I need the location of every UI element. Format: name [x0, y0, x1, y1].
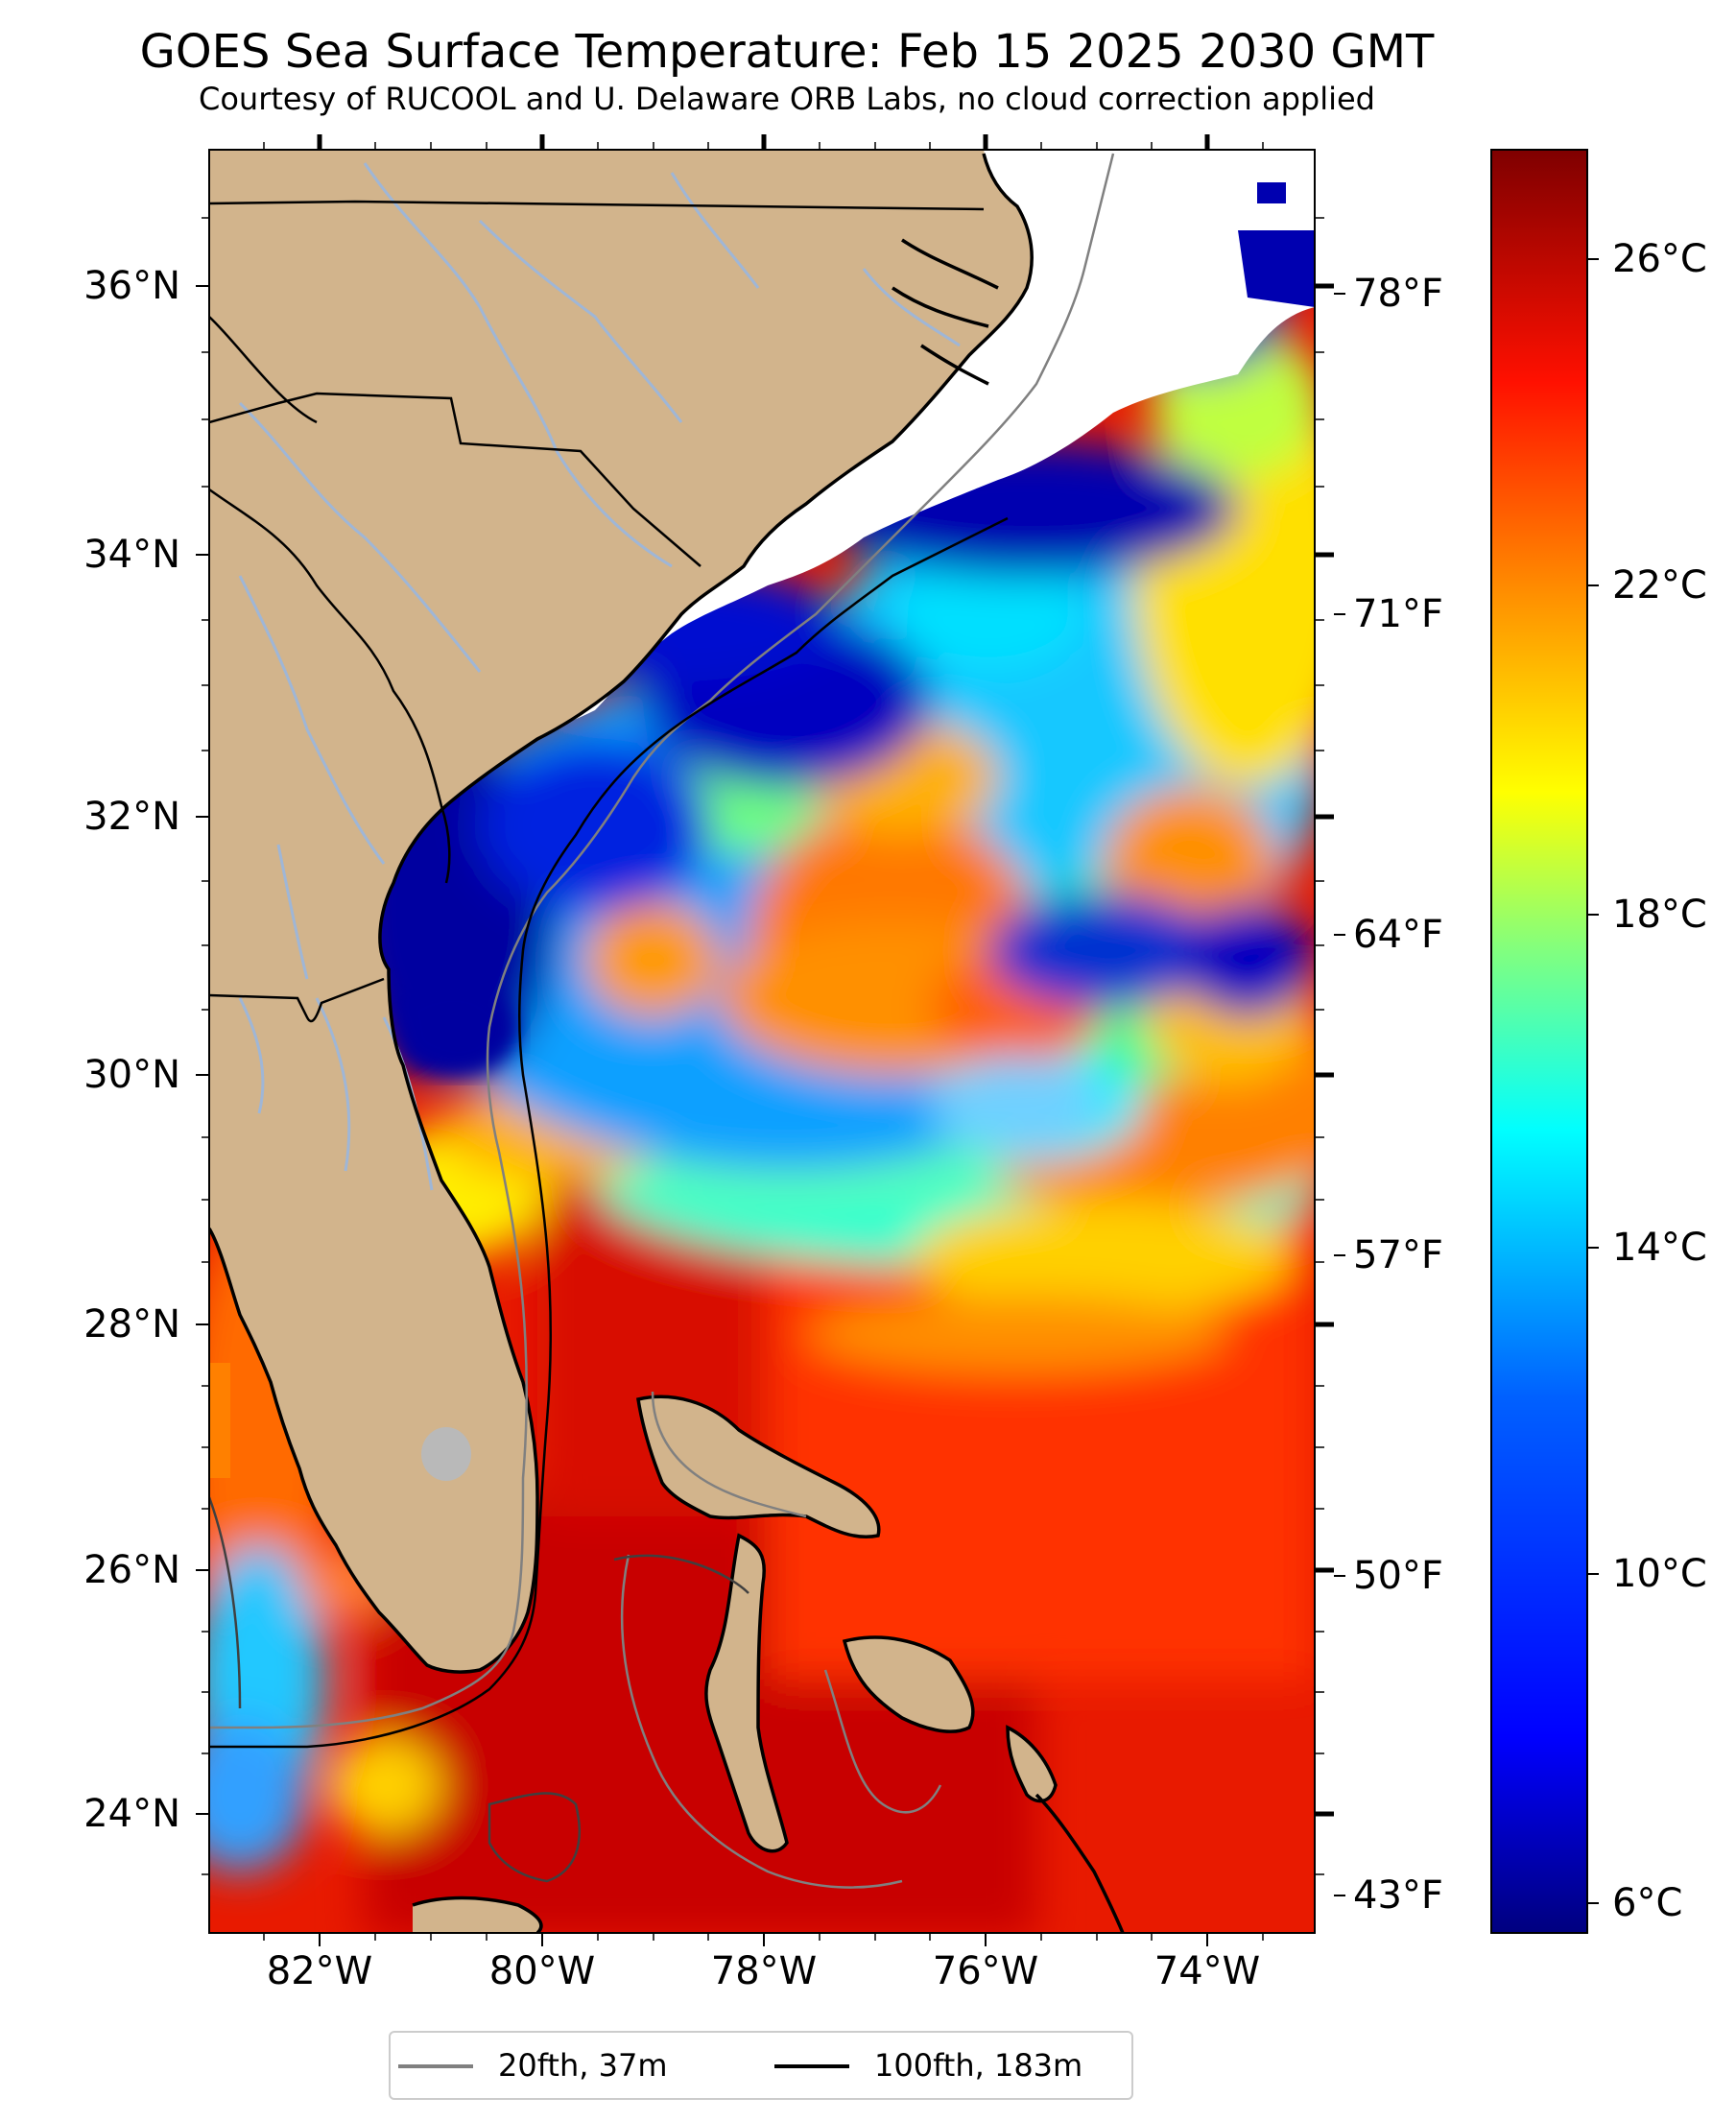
degf-label-71: 71°F	[1353, 592, 1443, 636]
lat-label-34n: 34°N	[83, 533, 180, 577]
axis-ticks	[196, 134, 1345, 1946]
lon-label-80w: 80°W	[488, 1949, 596, 1993]
colorbar-label-14c: 14°C	[1612, 1226, 1707, 1270]
colorbar-label-10c: 10°C	[1612, 1552, 1707, 1596]
isobath-20fth	[209, 153, 1115, 1729]
colorbar-label-26c: 26°C	[1612, 237, 1707, 281]
legend-line-gray	[398, 2064, 473, 2068]
lat-label-28n: 28°N	[83, 1302, 180, 1347]
isobaths	[209, 153, 1115, 1889]
degf-label-64: 64°F	[1353, 913, 1443, 957]
isobath-100fth	[209, 516, 1009, 1749]
cuba-edge	[413, 1897, 541, 1933]
grand-bahama	[638, 1396, 879, 1538]
lat-label-36n: 36°N	[83, 264, 180, 308]
colorbar	[1490, 149, 1588, 1934]
lon-label-82w: 82°W	[266, 1949, 373, 1993]
lat-label-30n: 30°N	[83, 1053, 180, 1097]
colorbar-ticks	[1587, 258, 1599, 1904]
lon-label-78w: 78°W	[710, 1949, 818, 1993]
isobath-legend: 20fth, 37m 100fth, 183m	[389, 2031, 1133, 2100]
land	[209, 150, 1056, 1933]
rivers	[238, 162, 961, 1191]
state-borders	[209, 200, 985, 1023]
lon-label-74w: 74°W	[1153, 1949, 1261, 1993]
legend-label-20fth: 20fth, 37m	[498, 2047, 668, 2084]
legend-label-100fth: 100fth, 183m	[874, 2047, 1083, 2084]
lat-label-24n: 24°N	[83, 1792, 180, 1836]
colorbar-label-18c: 18°C	[1612, 893, 1707, 937]
degf-label-50: 50°F	[1353, 1554, 1443, 1598]
legend-line-black	[774, 2064, 849, 2068]
degf-label-43: 43°F	[1353, 1873, 1443, 1918]
colorbar-label-22c: 22°C	[1612, 563, 1707, 608]
lake-okeechobee	[421, 1427, 471, 1481]
degf-label-57: 57°F	[1353, 1233, 1443, 1277]
eleuthera	[844, 1637, 973, 1732]
cloud-mask	[499, 150, 1315, 749]
lon-label-76w: 76°W	[932, 1949, 1039, 1993]
map-subtitle: Courtesy of RUCOOL and U. Delaware ORB L…	[199, 81, 1375, 117]
map-title: GOES Sea Surface Temperature: Feb 15 202…	[139, 25, 1435, 79]
colorbar-label-6c: 6°C	[1612, 1881, 1683, 1925]
coastline	[209, 153, 1125, 1933]
lat-label-32n: 32°N	[83, 795, 180, 839]
degf-label-78: 78°F	[1353, 272, 1443, 316]
lat-label-26n: 26°N	[83, 1548, 180, 1592]
